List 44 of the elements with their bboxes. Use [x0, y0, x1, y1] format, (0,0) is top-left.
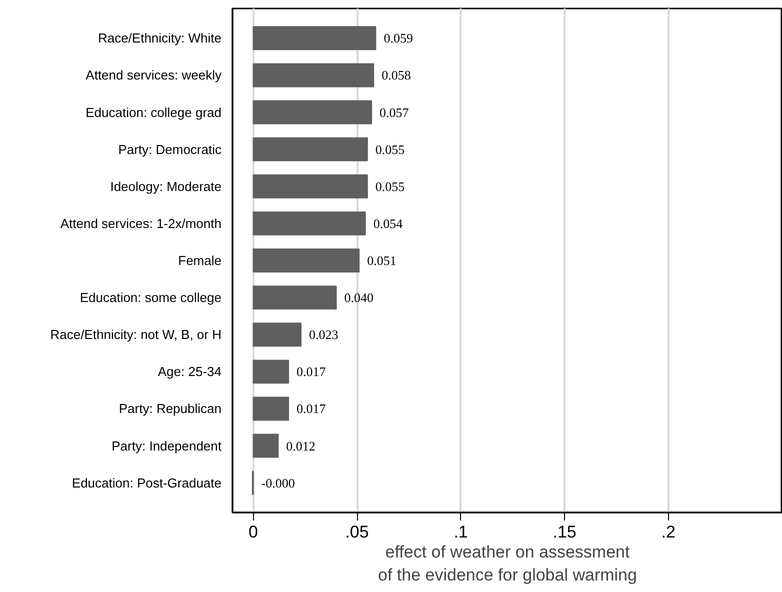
- y-tick-label: Party: Republican: [118, 401, 222, 416]
- data-label: 0.054: [373, 216, 404, 231]
- data-label: 0.017: [296, 401, 326, 416]
- bar: [252, 322, 302, 347]
- y-tick-label: Attend services: 1-2x/month: [60, 216, 222, 231]
- y-tick-label: Ideology: Moderate: [110, 178, 222, 194]
- x-tick-label: .1: [454, 522, 468, 542]
- y-tick-label: Female: [178, 253, 222, 268]
- data-label: 0.057: [380, 104, 410, 120]
- y-tick-label: Education: some college: [80, 290, 222, 306]
- data-label: 0.055: [375, 142, 405, 157]
- data-label: -0.000: [261, 475, 295, 490]
- y-tick-label: Attend services: weekly: [86, 68, 222, 83]
- bar: [252, 286, 337, 310]
- x-tick-label: .15: [552, 522, 576, 542]
- bar: [252, 396, 290, 421]
- x-tick-label: .2: [661, 522, 676, 542]
- bar: [252, 174, 368, 198]
- bar: [252, 137, 368, 162]
- y-tick-label: Education: Post-Graduate: [72, 475, 222, 490]
- data-label: 0.059: [384, 30, 413, 46]
- bar: [252, 26, 376, 50]
- bar: [252, 360, 290, 384]
- data-label: 0.017: [296, 364, 326, 380]
- data-label: 0.051: [367, 253, 396, 268]
- data-label: 0.055: [375, 178, 405, 194]
- y-tick-label: Education: college grad: [86, 104, 222, 120]
- bar: [252, 100, 372, 124]
- y-tick-label: Race/Ethnicity: White: [98, 30, 222, 46]
- x-tick-label: 0: [248, 522, 258, 542]
- y-tick-label: Party: Democratic: [118, 142, 222, 157]
- y-tick-label: Party: Independent: [112, 438, 222, 454]
- data-label: 0.040: [344, 290, 374, 306]
- bar: [252, 434, 279, 458]
- data-label: 0.058: [382, 68, 411, 83]
- y-tick-label: Race/Ethnicity: not W, B, or H: [50, 327, 222, 342]
- bar: [252, 63, 374, 88]
- x-tick-label: .05: [345, 522, 369, 542]
- data-label: 0.012: [286, 438, 316, 454]
- data-label: 0.023: [308, 327, 338, 342]
- bar: [252, 211, 366, 236]
- bar: [252, 248, 360, 272]
- x-axis-title: effect of weather on assessment of the evidence for global warming: [378, 542, 637, 584]
- y-tick-label: Age: 25-34: [158, 364, 222, 380]
